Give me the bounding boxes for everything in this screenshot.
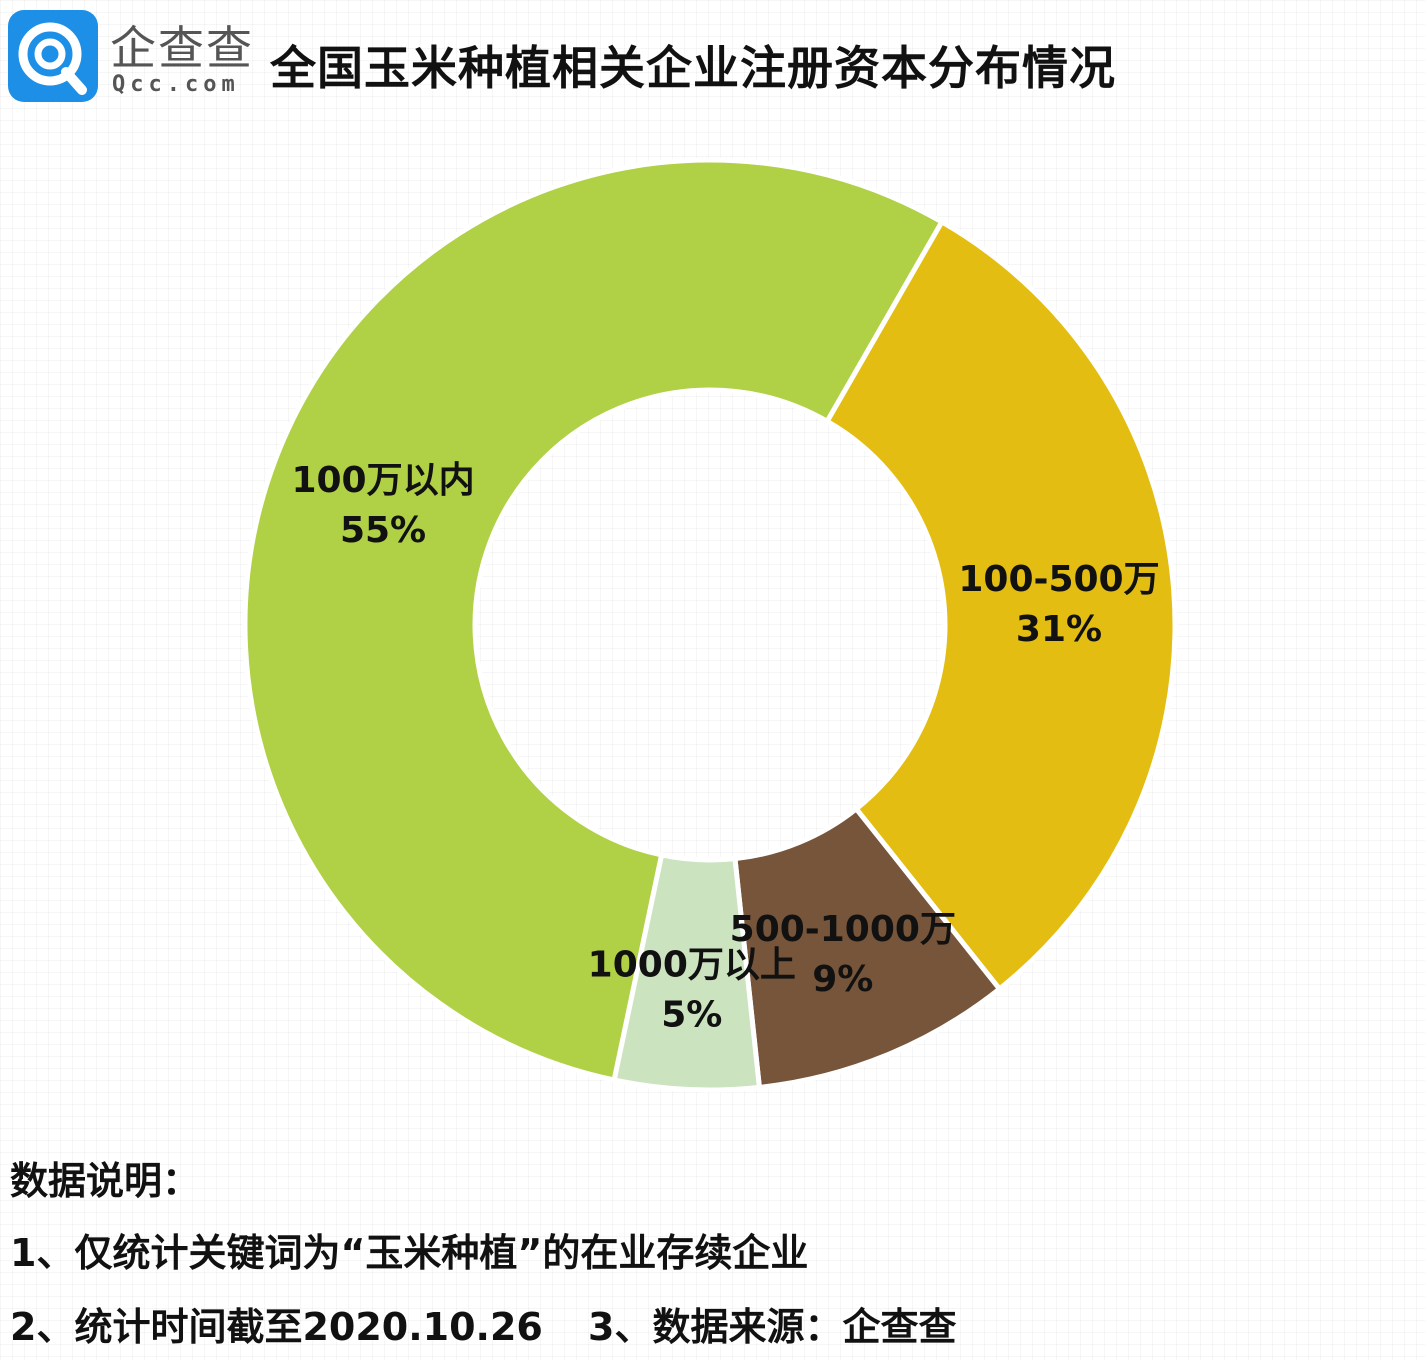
- brand-domain: Qcc.com: [112, 72, 240, 97]
- slice-label-1: 500-1000万: [730, 909, 956, 950]
- slice-0: [824, 219, 1178, 992]
- chart-title: 全国玉米种植相关企业注册资本分布情况: [270, 41, 1116, 95]
- slice-value-1: 9%: [812, 959, 873, 1000]
- note-scope: 1、仅统计关键词为“玉米种植”的在业存续企业: [10, 1231, 809, 1275]
- slice-3: [242, 157, 945, 1083]
- header: 企查查 Qcc.com 全国玉米种植相关企业注册资本分布情况: [8, 10, 1408, 106]
- slice-labels: 100-500万 31% 500-1000万 9% 1000万以上 5% 100万以内 55%: [291, 460, 1159, 1035]
- slice-label-3: 100万以内: [291, 460, 474, 501]
- qcc-logo-icon: [8, 10, 98, 102]
- slice-label-0: 100-500万: [958, 559, 1159, 600]
- slice-value-2: 5%: [661, 995, 722, 1036]
- brand-name: 企查查: [110, 21, 254, 75]
- slice-value-3: 55%: [340, 510, 426, 551]
- note-date: 2、统计时间截至2020.10.26: [10, 1305, 543, 1349]
- donut-chart: 100-500万 31% 500-1000万 9% 1000万以上 5% 100万以内 55%: [242, 157, 1178, 1093]
- notes-heading: 数据说明：: [10, 1159, 201, 1203]
- slice-value-0: 31%: [1016, 609, 1102, 650]
- note-source: 3、数据来源：企查查: [588, 1305, 957, 1349]
- slice-label-2: 1000万以上: [588, 945, 796, 986]
- donut-slices: [242, 157, 1178, 1093]
